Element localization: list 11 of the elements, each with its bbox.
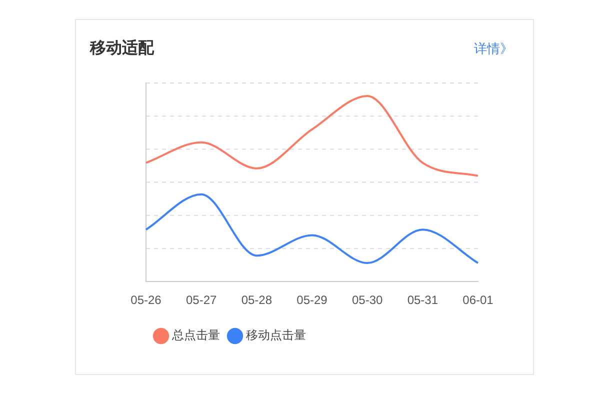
x-tick-label: 05-27 — [186, 293, 217, 308]
x-tick-label: 05-28 — [241, 293, 272, 308]
legend-label: 总点击量 — [171, 328, 220, 342]
x-tick-label: 05-31 — [407, 293, 438, 308]
x-tick-label: 05-26 — [130, 293, 162, 308]
x-tick-label: 05-30 — [352, 293, 383, 308]
x-tick-label: 05-29 — [296, 293, 328, 308]
legend-label: 移动点击量 — [246, 328, 306, 342]
text: 详情》 — [474, 41, 513, 58]
x-tick-label: 06-01 — [462, 293, 494, 308]
chart-title: 移动适配 — [90, 38, 154, 59]
